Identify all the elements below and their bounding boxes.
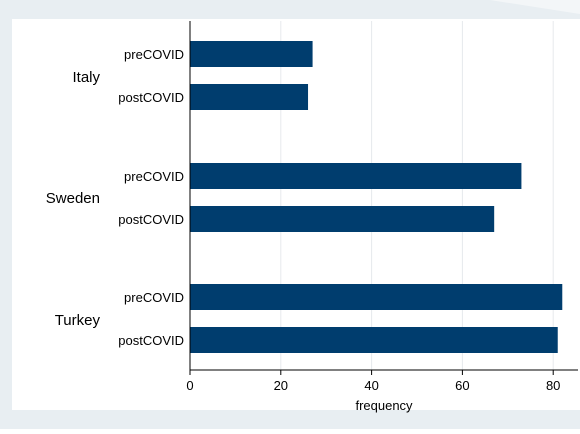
bar-turkey-precovid: [190, 284, 563, 310]
bar-label: preCOVID: [124, 169, 184, 184]
x-tick-label: 60: [455, 378, 469, 393]
group-label-sweden: Sweden: [46, 190, 100, 207]
x-axis-ticks: 0 20 40 60 80: [186, 370, 560, 393]
corner-shade: [490, 0, 580, 14]
bar-italy-postcovid: [190, 84, 309, 110]
bar-label: preCOVID: [124, 290, 184, 305]
group-labels: Italy Sweden Turkey: [46, 69, 101, 329]
x-tick-label: 0: [186, 378, 193, 393]
x-tick-label: 20: [274, 378, 288, 393]
bar-label: preCOVID: [124, 47, 184, 62]
group-label-italy: Italy: [72, 69, 100, 86]
x-axis-label: frequency: [355, 398, 413, 413]
x-tick-label: 40: [364, 378, 378, 393]
bar-turkey-postcovid: [190, 327, 558, 353]
x-tick-label: 80: [546, 378, 560, 393]
bar-italy-precovid: [190, 41, 313, 67]
axes: [189, 21, 578, 371]
bar-label: postCOVID: [118, 333, 184, 348]
bar-label: postCOVID: [118, 90, 184, 105]
bar-sweden-precovid: [190, 163, 522, 189]
bar-labels: preCOVID postCOVID preCOVID postCOVID preCOV…: [118, 47, 184, 348]
gridlines: [280, 21, 554, 370]
group-label-turkey: Turkey: [55, 312, 101, 329]
bars: [190, 41, 563, 353]
bar-label: postCOVID: [118, 212, 184, 227]
bar-sweden-postcovid: [190, 206, 495, 232]
